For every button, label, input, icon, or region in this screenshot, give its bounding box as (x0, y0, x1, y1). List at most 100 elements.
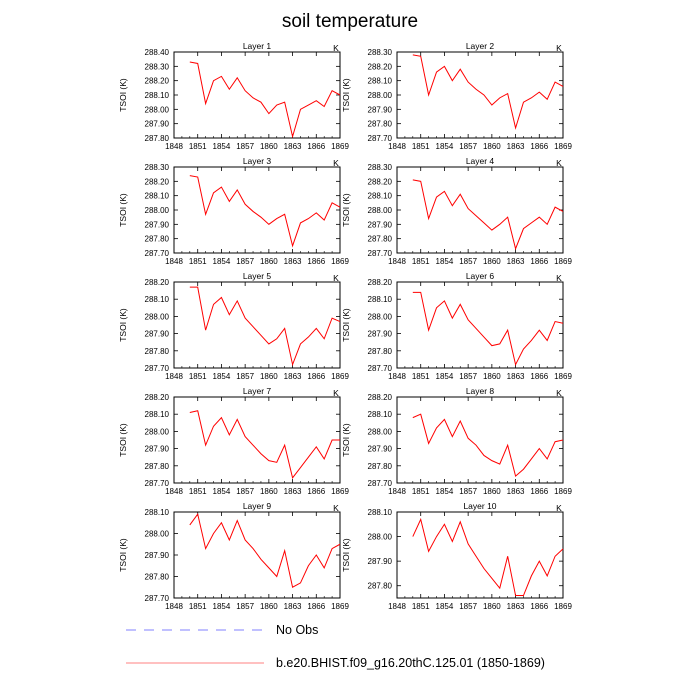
panel-layer-8: Layer 8 K TSOI (K) 1848 1851 1854 1857 1860 1863… (341, 386, 572, 496)
x-tick-label: 1869 (331, 142, 349, 151)
x-tick-label: 1860 (260, 487, 278, 496)
x-tick-label: 1848 (388, 142, 406, 151)
x-tick-label: 1851 (412, 257, 430, 266)
y-tick-label: 288.00 (368, 312, 393, 321)
units-label: K (333, 43, 339, 53)
x-tick-label: 1869 (554, 487, 572, 496)
x-tick-label: 1857 (459, 257, 477, 266)
legend: No Obs b.e20.BHIST.f09_g16.20thC.125.01 … (126, 623, 545, 670)
x-tick-label: 1854 (436, 142, 454, 151)
x-tick-label: 1854 (213, 372, 231, 381)
y-tick-label: 288.10 (145, 508, 170, 517)
x-tick-label: 1863 (284, 142, 302, 151)
units-label: K (333, 158, 339, 168)
y-tick-label: 287.70 (145, 249, 170, 258)
panel-layer-10: Layer 10 K TSOI (K) 1848 1851 1854 1857 1860 186… (341, 501, 572, 611)
x-tick-label: 1863 (507, 142, 525, 151)
x-tick-label: 1851 (412, 602, 430, 611)
x-tick-label: 1848 (388, 487, 406, 496)
panel-title: Layer 1 (243, 41, 272, 51)
y-axis-label: TSOI (K) (118, 538, 128, 572)
y-tick-label: 287.90 (368, 330, 393, 339)
panel-title: Layer 3 (243, 156, 272, 166)
panel-layer-9: Layer 9 K TSOI (K) 1848 1851 1854 1857 1860 1863… (118, 501, 349, 611)
y-tick-label: 288.00 (368, 427, 393, 436)
x-tick-label: 1857 (459, 142, 477, 151)
units-label: K (333, 273, 339, 283)
x-tick-label: 1863 (284, 602, 302, 611)
y-tick-label: 287.70 (368, 249, 393, 258)
x-tick-label: 1854 (436, 487, 454, 496)
y-tick-label: 287.80 (368, 235, 393, 244)
x-tick-label: 1860 (260, 257, 278, 266)
x-tick-label: 1860 (483, 372, 501, 381)
panel-layer-6: Layer 6 K TSOI (K) 1848 1851 1854 1857 1860 1863… (341, 271, 572, 381)
y-tick-label: 287.80 (368, 582, 393, 591)
plot-frame (173, 166, 341, 254)
y-tick-label: 288.10 (368, 508, 393, 517)
y-tick-label: 288.00 (145, 312, 170, 321)
x-tick-label: 1866 (307, 372, 325, 381)
y-tick-label: 287.90 (145, 445, 170, 454)
series-line (412, 413, 564, 478)
x-tick-label: 1869 (331, 487, 349, 496)
panel-layer-5: Layer 5 K TSOI (K) 1848 1851 1854 1857 1860 1863… (118, 271, 349, 381)
panel-layer-4: Layer 4 K TSOI (K) 1848 1851 1854 1857 1860 1863… (341, 156, 572, 266)
panel-layer-3: Layer 3 K TSOI (K) 1848 1851 1854 1857 1860 1863… (118, 156, 349, 266)
x-tick-label: 1869 (331, 257, 349, 266)
x-tick-label: 1857 (236, 257, 254, 266)
plot-frame (396, 281, 564, 369)
plot-frame (173, 281, 341, 369)
series-line (189, 175, 341, 248)
x-tick-label: 1860 (483, 257, 501, 266)
x-tick-label: 1866 (307, 257, 325, 266)
x-tick-label: 1851 (189, 142, 207, 151)
y-tick-label: 287.80 (145, 235, 170, 244)
plot-frame (173, 51, 341, 139)
x-tick-label: 1860 (483, 487, 501, 496)
y-tick-label: 287.90 (368, 105, 393, 114)
x-tick-label: 1869 (554, 257, 572, 266)
x-tick-label: 1866 (530, 487, 548, 496)
x-tick-label: 1857 (236, 487, 254, 496)
plot-frame (173, 511, 341, 599)
y-tick-label: 288.20 (368, 393, 393, 402)
series-line (412, 291, 564, 367)
x-tick-label: 1851 (189, 487, 207, 496)
y-tick-label: 287.70 (368, 479, 393, 488)
plot-frame (173, 396, 341, 484)
x-tick-label: 1866 (530, 602, 548, 611)
x-tick-label: 1851 (412, 487, 430, 496)
y-axis-label: TSOI (K) (118, 193, 128, 227)
panel-title: Layer 9 (243, 501, 272, 511)
panel-title: Layer 7 (243, 386, 272, 396)
plot-frame (396, 511, 564, 599)
y-tick-label: 288.10 (145, 91, 170, 100)
x-tick-label: 1857 (236, 602, 254, 611)
y-tick-label: 287.80 (368, 347, 393, 356)
y-tick-label: 288.10 (145, 295, 170, 304)
y-tick-label: 288.20 (368, 278, 393, 287)
x-tick-label: 1860 (260, 372, 278, 381)
x-tick-label: 1848 (165, 487, 183, 496)
x-tick-label: 1857 (459, 372, 477, 381)
units-label: K (556, 158, 562, 168)
x-tick-label: 1854 (213, 602, 231, 611)
y-axis-label: TSOI (K) (341, 538, 351, 572)
x-tick-label: 1869 (331, 602, 349, 611)
y-tick-label: 287.90 (368, 557, 393, 566)
y-tick-label: 288.10 (368, 295, 393, 304)
x-tick-label: 1848 (165, 372, 183, 381)
y-tick-label: 287.70 (368, 364, 393, 373)
y-axis-label: TSOI (K) (341, 193, 351, 227)
page-title: soil temperature (282, 11, 418, 32)
panel-layer-2: Layer 2 K TSOI (K) 1848 1851 1854 1857 1860 1863… (341, 41, 572, 151)
y-tick-label: 287.90 (145, 330, 170, 339)
x-tick-label: 1857 (236, 372, 254, 381)
units-label: K (333, 503, 339, 513)
y-tick-label: 287.80 (145, 347, 170, 356)
legend-label-model-run: b.e20.BHIST.f09_g16.20thC.125.01 (1850-1… (276, 656, 545, 670)
x-tick-label: 1851 (189, 257, 207, 266)
x-tick-label: 1863 (507, 372, 525, 381)
y-tick-label: 287.80 (145, 573, 170, 582)
